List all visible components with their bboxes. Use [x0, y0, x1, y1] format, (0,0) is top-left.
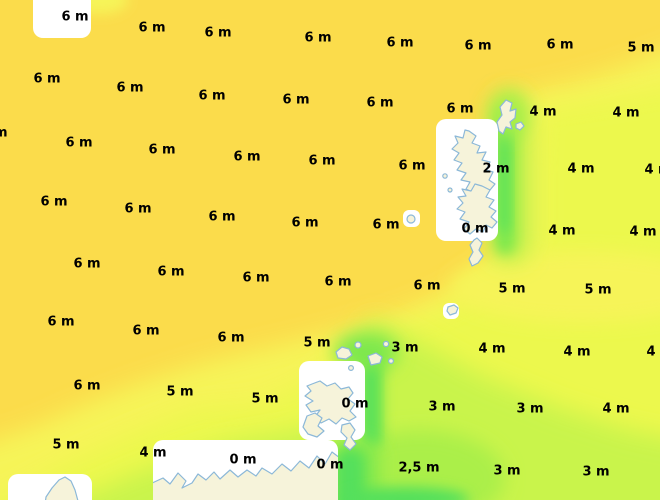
orkney-east-inner-band — [364, 368, 377, 444]
island-orkney-ne-3 — [367, 352, 383, 366]
island-fetlar — [515, 121, 525, 131]
shetland-east-inner-band — [499, 124, 509, 232]
island-fair-isle — [446, 304, 459, 316]
island-orkney-ne-5 — [388, 358, 395, 365]
label-box-top-left — [33, 0, 91, 38]
island-shetland-west-islet — [442, 173, 448, 179]
island-orkney-ne-6 — [348, 365, 355, 372]
island-orkney-ne-4 — [382, 340, 390, 348]
island-shetland-south-tail — [468, 237, 484, 267]
island-hoy — [302, 412, 325, 438]
island-south-ronaldsay — [340, 422, 357, 451]
island-shetland-north-isles — [496, 99, 517, 135]
island-orkney-ne-2 — [354, 341, 362, 349]
south-coast-green-streak — [341, 487, 469, 500]
island-shetland-mainland-south — [456, 183, 498, 235]
pentland-firth-inner-band — [336, 450, 364, 500]
island-bottom-left — [43, 476, 80, 500]
island-orkney-mainland — [304, 380, 357, 425]
island-shetland-west-islet-2 — [447, 187, 453, 193]
coastline-scotland — [153, 451, 338, 500]
island-orkney-ne-1 — [335, 346, 353, 360]
sea-zone-5m-lens — [451, 251, 660, 323]
islands-layer — [43, 99, 525, 500]
island-foula — [406, 214, 416, 224]
